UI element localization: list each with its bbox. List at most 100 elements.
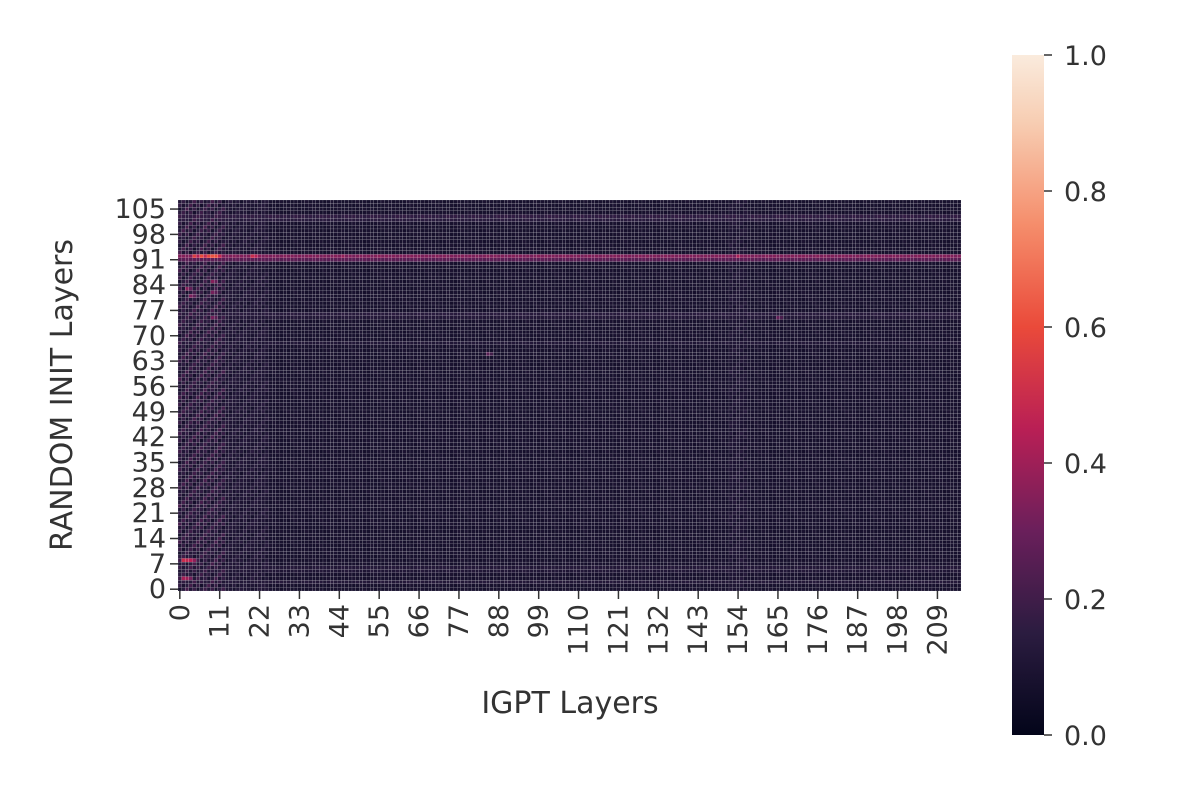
heatmap-cell xyxy=(877,525,882,530)
heatmap-cell xyxy=(301,558,305,563)
heatmap-cell xyxy=(500,540,505,544)
heatmap-cell xyxy=(569,522,574,526)
heatmap-cell xyxy=(221,554,226,559)
heatmap-cell xyxy=(841,554,846,559)
heatmap-cell xyxy=(301,522,305,526)
heatmap-cell xyxy=(917,569,922,573)
heatmap-cell xyxy=(772,565,777,570)
heatmap-cell xyxy=(892,576,896,581)
heatmap-cell xyxy=(210,540,215,544)
heatmap-cell xyxy=(446,518,450,523)
heatmap-cell xyxy=(805,536,809,541)
heatmap-cell xyxy=(573,511,577,516)
heatmap-cell xyxy=(373,576,378,581)
heatmap-cell xyxy=(558,543,563,548)
heatmap-cell xyxy=(322,583,327,588)
heatmap-cell xyxy=(580,536,585,541)
heatmap-cell xyxy=(489,507,494,512)
heatmap-cell xyxy=(279,587,284,592)
heatmap-cell xyxy=(591,583,595,588)
heatmap-cell xyxy=(464,511,469,516)
heatmap-cell xyxy=(391,587,396,592)
heatmap-cell xyxy=(438,580,443,584)
heatmap-cell xyxy=(917,533,922,537)
heatmap-cell xyxy=(678,536,682,541)
heatmap-cell xyxy=(906,514,911,519)
heatmap-cell xyxy=(877,536,882,541)
heatmap-cell xyxy=(348,533,353,537)
heatmap-cell xyxy=(638,587,643,592)
heatmap-cell xyxy=(641,529,646,534)
heatmap-cell xyxy=(888,540,893,544)
heatmap-cell xyxy=(805,533,809,537)
heatmap-cell xyxy=(594,529,599,534)
heatmap-cell xyxy=(279,536,284,541)
heatmap-cell xyxy=(649,583,653,588)
heatmap-cell xyxy=(725,507,730,512)
heatmap-cell xyxy=(254,558,258,563)
heatmap-cell xyxy=(779,583,784,588)
heatmap-cell xyxy=(783,529,788,534)
heatmap-cell xyxy=(591,551,595,555)
heatmap-cell xyxy=(913,525,918,530)
heatmap-cell xyxy=(877,572,882,577)
heatmap-cell xyxy=(689,518,693,523)
heatmap-cell xyxy=(286,580,291,584)
heatmap-cell xyxy=(181,547,186,552)
heatmap-cell xyxy=(359,551,363,555)
heatmap-cell xyxy=(910,587,914,592)
heatmap-cell xyxy=(652,518,657,523)
heatmap-cell xyxy=(435,511,440,516)
heatmap-cell xyxy=(181,504,186,508)
heatmap-cell xyxy=(301,583,305,588)
heatmap-cell xyxy=(199,558,204,563)
heatmap-cell xyxy=(453,529,458,534)
heatmap-cell xyxy=(674,518,679,523)
heatmap-cell xyxy=(402,576,407,581)
heatmap-cell xyxy=(246,536,251,541)
heatmap-cell xyxy=(337,507,342,512)
heatmap-cell xyxy=(631,583,635,588)
heatmap-cell xyxy=(177,518,182,523)
heatmap-cell xyxy=(797,554,802,559)
heatmap-cell xyxy=(551,551,556,555)
heatmap-cell xyxy=(797,511,802,516)
heatmap-cell xyxy=(710,540,715,544)
heatmap-cell xyxy=(533,522,537,526)
heatmap-cell xyxy=(199,554,204,559)
heatmap-cell xyxy=(913,583,918,588)
heatmap-cell xyxy=(235,547,240,552)
heatmap-cell xyxy=(341,569,345,573)
heatmap-cell xyxy=(467,583,472,588)
heatmap-cell xyxy=(848,576,853,581)
heatmap-cell xyxy=(402,547,407,552)
heatmap-cell xyxy=(330,533,334,537)
heatmap-cell xyxy=(859,587,864,592)
heatmap-cell xyxy=(279,561,284,566)
heatmap-cell xyxy=(899,561,904,566)
heatmap-cell xyxy=(837,569,842,573)
heatmap-cell xyxy=(623,518,628,523)
heatmap-cell xyxy=(634,540,639,544)
heatmap-cell xyxy=(808,576,813,581)
heatmap-cell xyxy=(776,514,780,519)
heatmap-cell xyxy=(203,533,208,537)
heatmap-cell xyxy=(308,547,313,552)
heatmap-cell xyxy=(286,540,291,544)
heatmap-cell xyxy=(413,558,418,563)
heatmap-cell xyxy=(863,569,867,573)
heatmap-cell xyxy=(518,540,523,544)
heatmap-cell xyxy=(950,529,954,534)
heatmap-cell xyxy=(264,551,269,555)
heatmap-cell xyxy=(797,543,802,548)
heatmap-cell xyxy=(739,543,744,548)
heatmap-cell xyxy=(928,543,933,548)
heatmap-cell xyxy=(906,525,911,530)
heatmap-cell xyxy=(924,514,929,519)
heatmap-cell xyxy=(181,540,186,544)
heatmap-cell xyxy=(304,536,309,541)
heatmap-cell xyxy=(312,540,316,544)
heatmap-cell xyxy=(406,507,411,512)
heatmap-cell xyxy=(634,561,639,566)
heatmap-cell xyxy=(373,587,378,592)
